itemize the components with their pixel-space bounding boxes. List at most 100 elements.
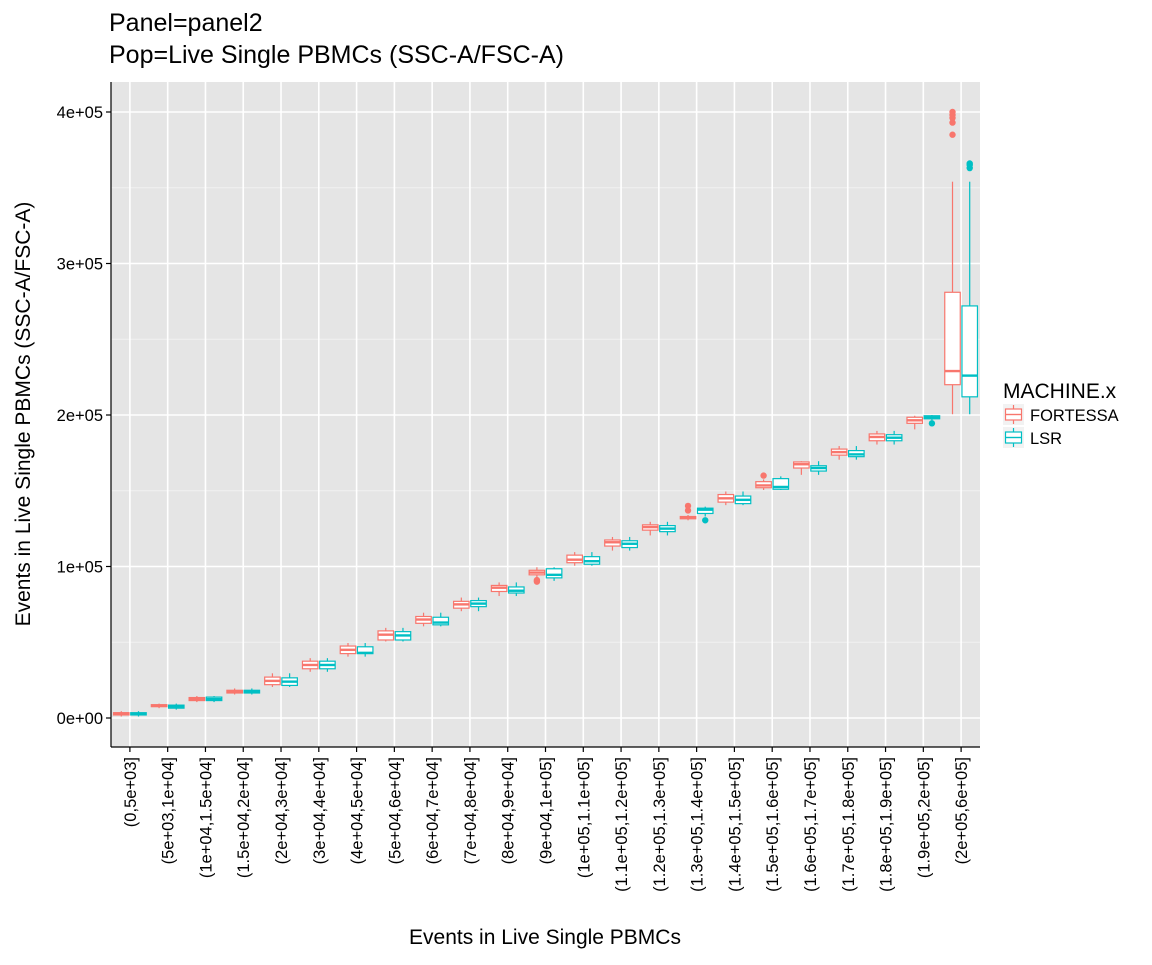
- box-lsr-7: [394, 627, 412, 642]
- outlier-point: [966, 160, 973, 167]
- x-tick-label: (2e+05,6e+05]: [953, 757, 971, 864]
- legend[interactable]: MACHINE.x FORTESSA LSR: [1003, 380, 1119, 448]
- box-lsr-5: [319, 658, 336, 672]
- box-lsr-17: [772, 476, 790, 490]
- x-tick-label: (2e+04,3e+04]: [273, 757, 291, 864]
- box-lsr-11: [545, 567, 563, 581]
- outlier-point: [684, 502, 692, 510]
- box-series: [112, 108, 979, 717]
- box-lsr-13: [621, 536, 639, 551]
- x-tick-label: (1.8e+05,1.9e+05]: [878, 757, 896, 892]
- box-fortessa-6: [339, 643, 357, 657]
- box-fortessa-20: [868, 430, 886, 445]
- box-fortessa-7: [377, 627, 395, 642]
- y-tick-label: 0e+00: [57, 710, 103, 728]
- box-body: [944, 291, 961, 386]
- box-body: [545, 568, 563, 579]
- box-fortessa-2: [188, 696, 206, 703]
- y-tick-label: 4e+05: [57, 104, 103, 122]
- box-lsr-8: [432, 612, 450, 627]
- legend-item-fortessa[interactable]: FORTESSA: [1003, 404, 1119, 425]
- box-lsr-3: [243, 688, 261, 695]
- box-body: [961, 305, 979, 398]
- chart-title: Panel=panel2: [109, 9, 263, 37]
- outlier-point: [533, 576, 541, 584]
- x-tick-label: (1.2e+05,1.3e+05]: [651, 757, 669, 892]
- box-lsr-1: [167, 703, 185, 710]
- box-fortessa-19: [830, 446, 848, 460]
- x-tick-label: (3e+04,4e+04]: [311, 757, 329, 864]
- box-fortessa-5: [301, 658, 319, 672]
- x-tick-label: (1e+04,1.5e+04]: [197, 757, 215, 878]
- x-tick-label: (8e+04,9e+04]: [500, 757, 518, 864]
- x-tick-label: (1.3e+05,1.4e+05]: [689, 757, 707, 892]
- box-fortessa-15: [679, 502, 697, 521]
- box-fortessa-10: [490, 582, 508, 597]
- x-tick-label: (1.5e+04,2e+04]: [235, 757, 253, 878]
- box-fortessa-9: [452, 597, 470, 612]
- box-fortessa-1: [150, 703, 168, 709]
- box-fortessa-18: [793, 461, 810, 475]
- box-lsr-18: [810, 461, 827, 475]
- outlier-point: [760, 472, 767, 479]
- y-tick-label: 1e+05: [57, 559, 103, 577]
- box-lsr-16: [734, 491, 752, 506]
- legend-title: MACHINE.x: [1003, 380, 1117, 403]
- x-tick-label: (1.7e+05,1.8e+05]: [840, 757, 858, 892]
- outlier-point: [949, 131, 956, 138]
- y-tick-label: 2e+05: [57, 407, 103, 425]
- x-tick-label: (0,5e+03]: [122, 757, 140, 827]
- box-body: [432, 616, 450, 626]
- box-lsr-6: [356, 643, 374, 657]
- box-fortessa-11: [528, 567, 546, 585]
- box-fortessa-8: [415, 612, 432, 627]
- box-lsr-14: [659, 521, 676, 536]
- box-fortessa-0: [112, 711, 130, 717]
- box-lsr-21: [923, 415, 941, 427]
- box-fortessa-22: [944, 108, 961, 415]
- x-tick-label: (7e+04,8e+04]: [462, 757, 480, 864]
- grid-lines: [111, 82, 980, 747]
- box-fortessa-21: [906, 415, 924, 430]
- x-tick-label: (4e+04,5e+04]: [349, 757, 367, 864]
- box-lsr-4: [281, 673, 298, 687]
- box-fortessa-14: [641, 521, 659, 536]
- box-body: [772, 478, 790, 490]
- box-lsr-0: [130, 711, 147, 717]
- x-tick-label: (5e+03,1e+04]: [160, 757, 178, 864]
- axes: 0e+00 1e+05 2e+05 3e+05 4e+05 (0,5e+03] (5e+03…: [57, 82, 980, 892]
- box-lsr-19: [848, 446, 865, 460]
- outlier-point: [928, 420, 936, 427]
- outlier-point: [949, 108, 956, 116]
- outlier-point: [702, 517, 709, 524]
- box-fortessa-4: [264, 673, 281, 687]
- box-fortessa-13: [604, 536, 621, 551]
- x-tick-label: (1e+05,1.1e+05]: [575, 757, 593, 878]
- outlier-point: [684, 507, 692, 514]
- x-tick-label: (6e+04,7e+04]: [424, 757, 442, 864]
- box-lsr-9: [470, 597, 487, 612]
- box-lsr-22: [961, 160, 979, 415]
- box-lsr-10: [507, 582, 525, 597]
- chart-subtitle: Pop=Live Single PBMCs (SSC-A/FSC-A): [109, 41, 564, 69]
- outlier-point: [949, 119, 956, 126]
- box-lsr-12: [583, 552, 601, 566]
- box-lsr-2: [205, 696, 223, 703]
- x-tick-label: (9e+04,1e+05]: [538, 757, 556, 864]
- box-lsr-20: [885, 430, 903, 445]
- x-tick-label: (1.4e+05,1.5e+05]: [726, 757, 744, 892]
- box-lsr-15: [696, 506, 714, 524]
- y-tick-label: 3e+05: [57, 256, 103, 274]
- legend-label: FORTESSA: [1030, 407, 1119, 425]
- x-tick-label: (1.9e+05,2e+05]: [915, 757, 933, 878]
- box-fortessa-17: [755, 472, 772, 490]
- x-axis-label: Events in Live Single PBMCs: [409, 926, 681, 949]
- y-axis-label: Events in Live Single PBMCs (SSC-A/FSC-A…: [12, 202, 35, 627]
- x-tick-label: (1.6e+05,1.7e+05]: [802, 757, 820, 892]
- box-fortessa-3: [226, 688, 243, 695]
- box-fortessa-16: [717, 491, 735, 506]
- legend-item-lsr[interactable]: LSR: [1003, 427, 1062, 448]
- box-fortessa-12: [566, 552, 584, 566]
